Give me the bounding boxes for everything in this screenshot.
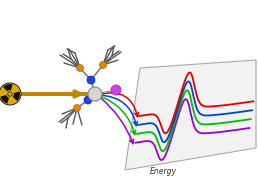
Circle shape <box>0 83 21 105</box>
Circle shape <box>77 64 84 71</box>
Text: Energy: Energy <box>150 167 177 176</box>
Circle shape <box>111 85 121 95</box>
Wedge shape <box>1 95 9 104</box>
Circle shape <box>74 105 80 112</box>
Circle shape <box>84 96 92 104</box>
Wedge shape <box>3 84 13 91</box>
Circle shape <box>8 92 12 96</box>
Wedge shape <box>13 91 20 101</box>
Circle shape <box>100 61 107 68</box>
Polygon shape <box>125 60 256 170</box>
Circle shape <box>88 87 102 101</box>
Circle shape <box>87 76 95 84</box>
